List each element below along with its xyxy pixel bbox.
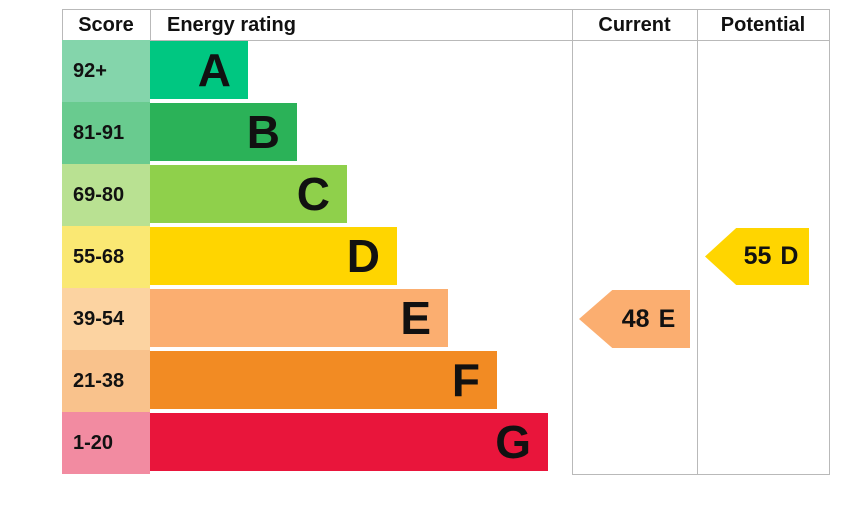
band-row-d: 55-68 D — [62, 226, 548, 288]
potential-rating-value: 55 — [743, 242, 772, 270]
header-bottom-border — [62, 40, 830, 41]
rating-bar-e: E — [150, 289, 448, 347]
band-rows: 92+ A 81-91 B 69-80 C 55-68 D 39-54 E 21-38 F 1-20 G — [62, 40, 548, 474]
rating-letter-g: G — [495, 416, 531, 468]
score-column-divider — [150, 9, 151, 41]
current-column-left-divider — [572, 9, 573, 475]
rating-bar-b: B — [150, 103, 297, 161]
score-range-g: 1-20 — [62, 412, 150, 474]
score-range-e: 39-54 — [62, 288, 150, 350]
energy-rating-column-header: Energy rating — [167, 13, 296, 36]
rating-letter-f: F — [451, 354, 480, 406]
rating-letter-c: C — [296, 168, 330, 220]
rating-bar-g: G — [150, 413, 548, 471]
band-row-e: 39-54 E — [62, 288, 548, 350]
score-range-a: 92+ — [62, 40, 150, 102]
table-bottom-border — [572, 474, 830, 475]
score-range-b: 81-91 — [62, 102, 150, 164]
current-column-header: Current — [598, 13, 671, 36]
band-row-b: 81-91 B — [62, 102, 548, 164]
table-right-border — [829, 9, 830, 475]
rating-letter-b: B — [246, 106, 280, 158]
score-range-f: 21-38 — [62, 350, 150, 412]
rating-letter-e: E — [400, 292, 431, 344]
band-row-f: 21-38 F — [62, 350, 548, 412]
band-row-c: 69-80 C — [62, 164, 548, 226]
band-row-a: 92+ A — [62, 40, 548, 102]
current-rating-value: 48 — [621, 304, 650, 333]
current-rating-letter: E — [658, 304, 676, 333]
band-row-g: 1-20 G — [62, 412, 548, 474]
current-rating-arrow: 48 E — [579, 290, 690, 348]
score-range-d: 55-68 — [62, 226, 150, 288]
rating-bar-c: C — [150, 165, 347, 223]
rating-letter-a: A — [197, 44, 231, 96]
score-range-c: 69-80 — [62, 164, 150, 226]
rating-bar-f: F — [150, 351, 497, 409]
table-top-border — [62, 9, 830, 10]
table-left-border — [62, 9, 63, 41]
potential-column-header: Potential — [720, 13, 806, 36]
potential-rating-arrow: 55 D — [705, 228, 809, 285]
potential-column-left-divider — [697, 9, 698, 475]
rating-bar-a: A — [150, 41, 248, 99]
rating-bar-d: D — [150, 227, 397, 285]
potential-rating-letter: D — [780, 242, 799, 270]
rating-letter-d: D — [346, 230, 380, 282]
score-column-header: Score — [78, 13, 134, 36]
